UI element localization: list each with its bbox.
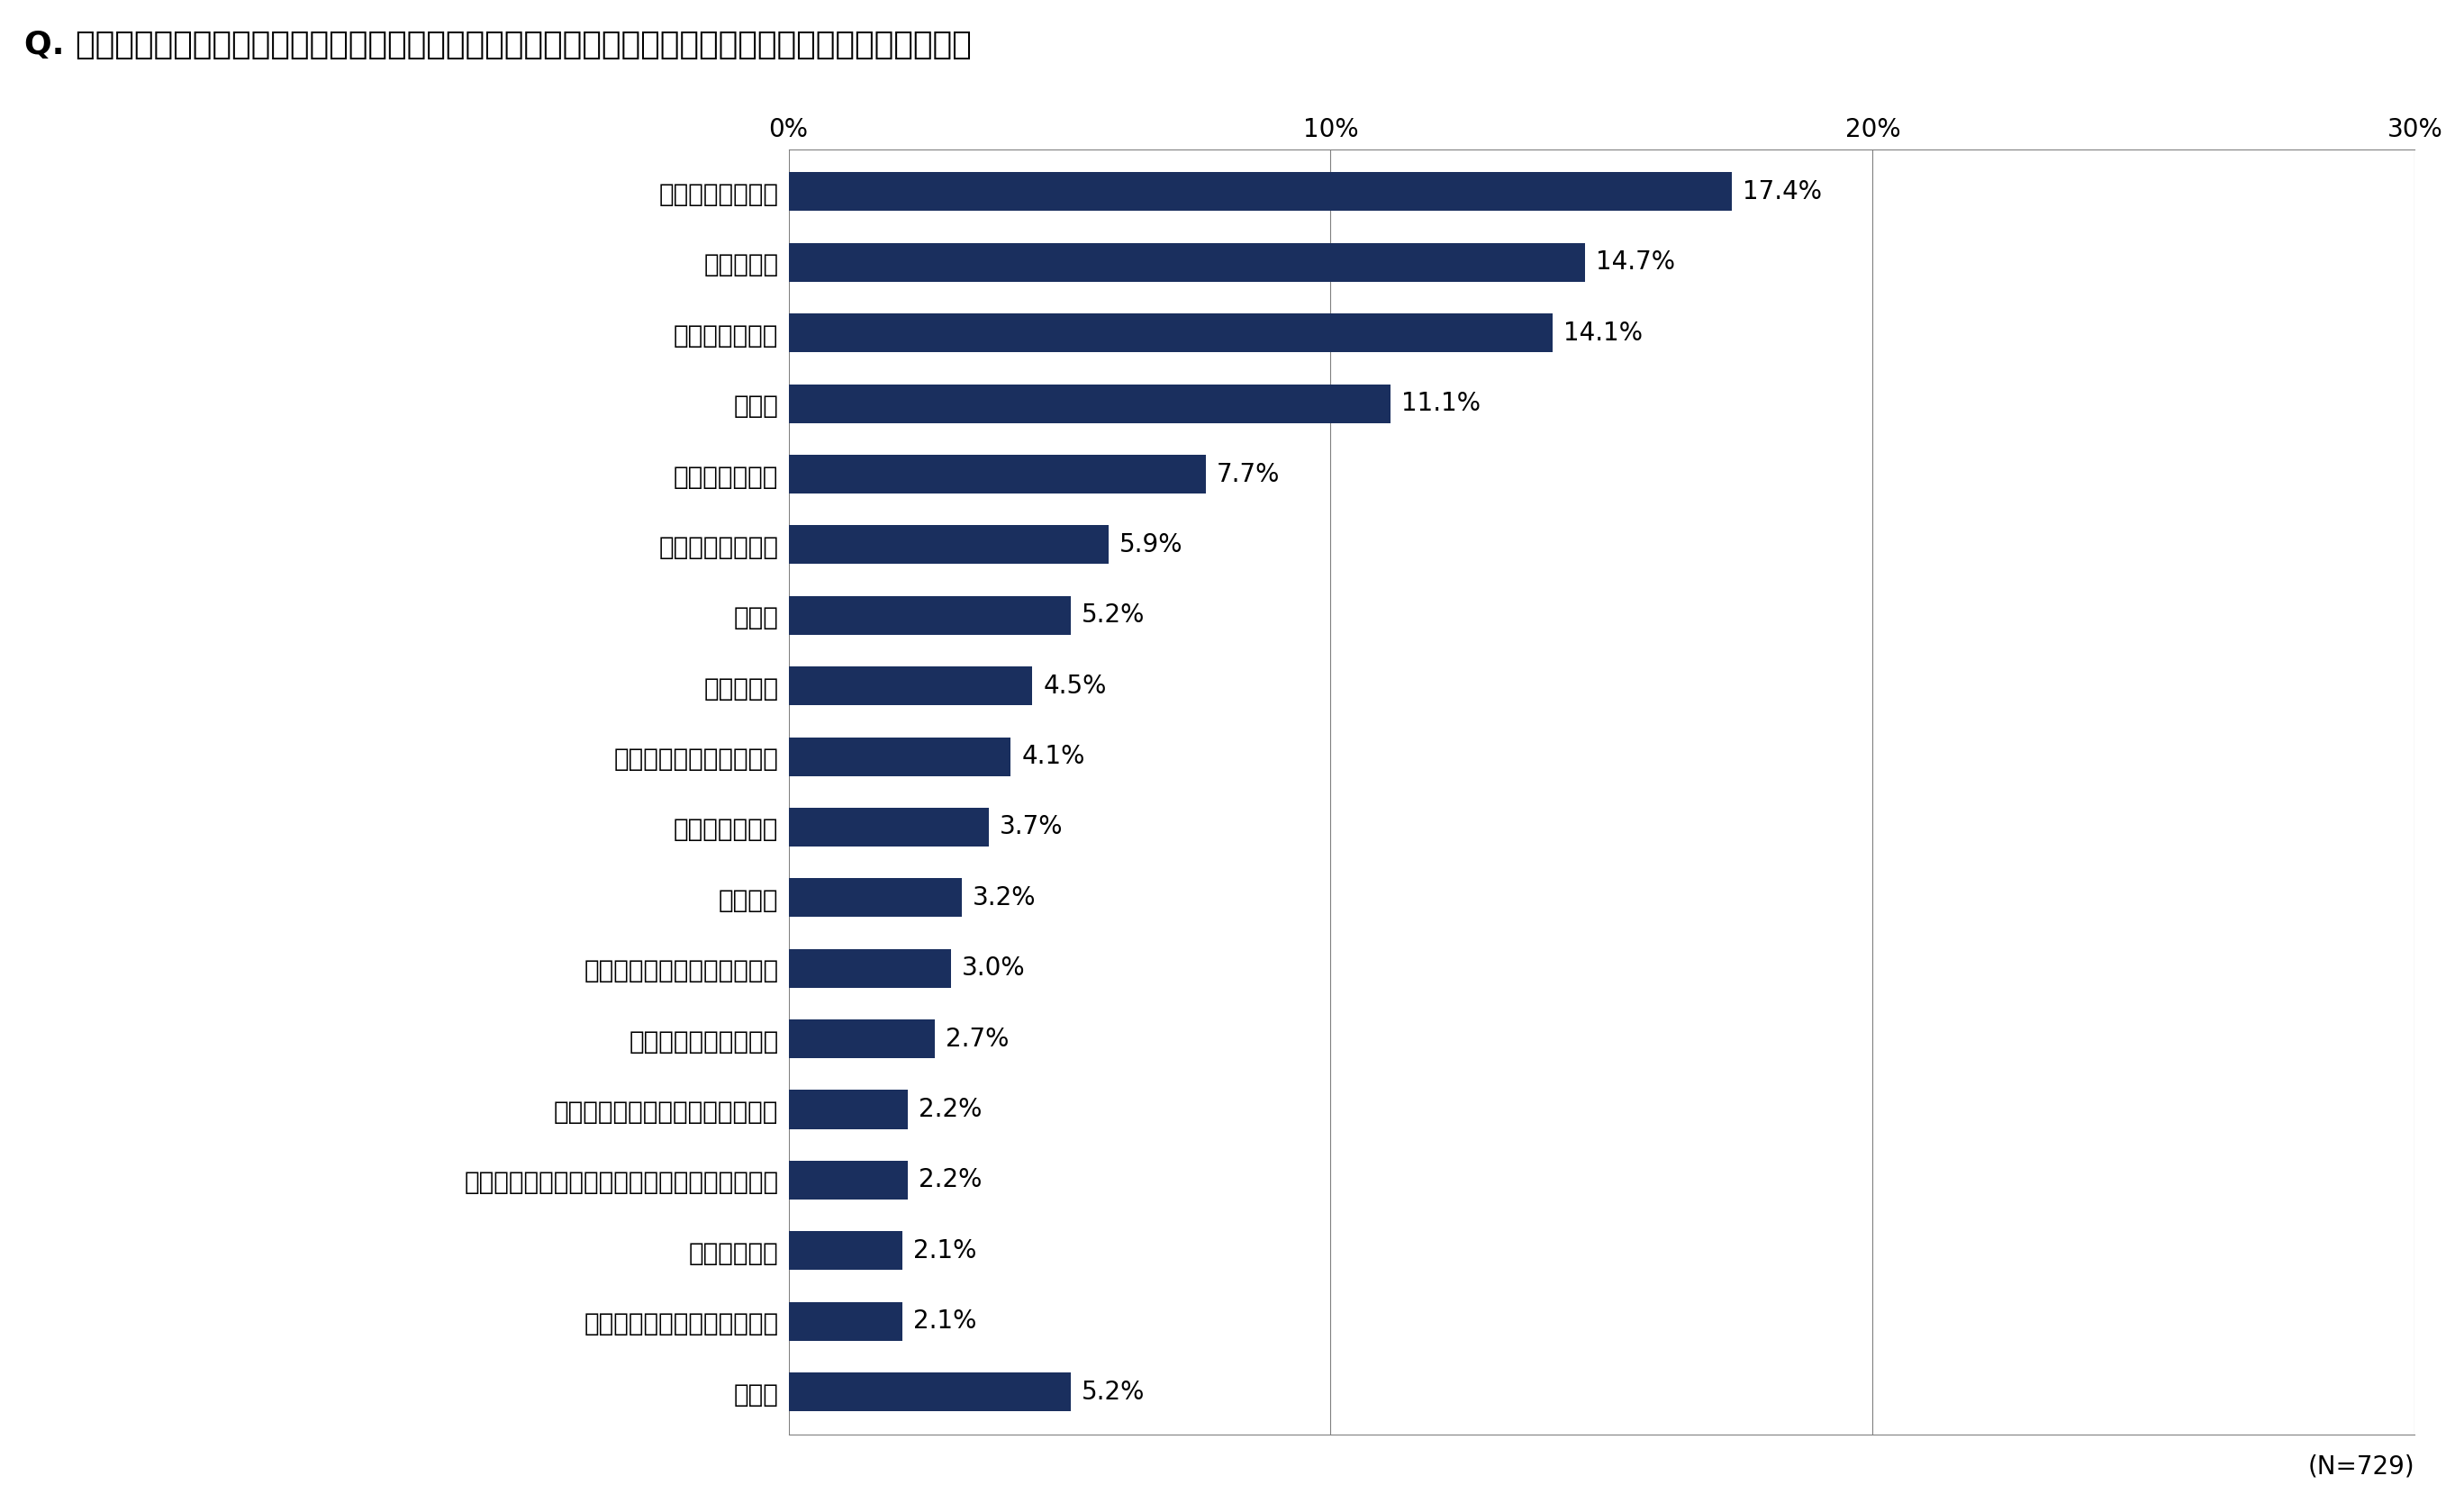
Bar (788, 244, 1584, 282)
Text: 2.2%: 2.2% (919, 1167, 983, 1192)
Text: 11.1%: 11.1% (1402, 391, 1481, 417)
Text: 2.7%: 2.7% (946, 1026, 1010, 1052)
Text: Q. あなたが電話によるカスタマーハラスメントを受けた際の、勤務先の業種は何ですか。（複数回答可）: Q. あなたが電話によるカスタマーハラスメントを受けた際の、勤務先の業種は何です… (25, 30, 971, 60)
Text: 3.2%: 3.2% (973, 884, 1037, 910)
Bar (788, 1231, 902, 1270)
Text: 3.7%: 3.7% (1000, 814, 1064, 840)
Bar (788, 878, 961, 917)
Bar (788, 172, 1732, 211)
Text: 4.5%: 4.5% (1042, 674, 1106, 699)
Text: 5.2%: 5.2% (1082, 1379, 1146, 1404)
Text: 7.7%: 7.7% (1217, 462, 1281, 487)
Text: 2.2%: 2.2% (919, 1097, 983, 1122)
Bar (788, 808, 988, 847)
Bar (788, 737, 1010, 775)
Bar (788, 1091, 907, 1129)
Bar (788, 1161, 907, 1200)
Bar (788, 314, 1552, 353)
Text: 17.4%: 17.4% (1742, 179, 1821, 205)
Text: 2.1%: 2.1% (914, 1309, 976, 1334)
Bar (788, 1373, 1069, 1412)
Bar (788, 526, 1109, 565)
Bar (788, 666, 1032, 705)
Text: 4.1%: 4.1% (1023, 744, 1084, 769)
Text: 14.1%: 14.1% (1565, 320, 1643, 345)
Bar (788, 1019, 934, 1058)
Text: 5.9%: 5.9% (1119, 532, 1183, 557)
Text: 3.0%: 3.0% (961, 956, 1025, 982)
Bar (788, 384, 1390, 423)
Text: 14.7%: 14.7% (1597, 249, 1676, 275)
Bar (788, 454, 1205, 493)
Text: 5.2%: 5.2% (1082, 602, 1146, 627)
Text: 2.1%: 2.1% (914, 1239, 976, 1264)
Bar (788, 1301, 902, 1340)
Text: (N=729): (N=729) (2309, 1454, 2415, 1479)
Bar (788, 596, 1069, 635)
Bar (788, 949, 951, 988)
